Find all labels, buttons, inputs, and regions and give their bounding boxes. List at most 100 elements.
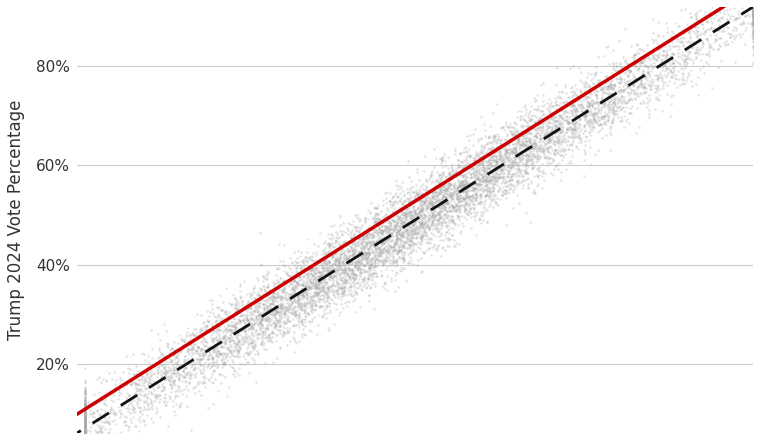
Point bbox=[475, 171, 487, 178]
Point bbox=[315, 260, 328, 267]
Point bbox=[242, 331, 254, 338]
Point bbox=[173, 356, 185, 363]
Point bbox=[494, 174, 506, 181]
Point bbox=[296, 292, 309, 299]
Point bbox=[443, 219, 455, 226]
Point bbox=[323, 244, 335, 251]
Point bbox=[578, 86, 591, 93]
Point bbox=[79, 422, 91, 429]
Point bbox=[652, 92, 664, 99]
Point bbox=[411, 205, 423, 212]
Point bbox=[553, 117, 565, 125]
Point bbox=[194, 348, 206, 355]
Point bbox=[657, 61, 670, 68]
Point bbox=[483, 201, 496, 208]
Point bbox=[327, 279, 339, 286]
Point bbox=[527, 139, 540, 146]
Point bbox=[338, 289, 350, 296]
Point bbox=[244, 301, 256, 308]
Point bbox=[377, 260, 389, 268]
Point bbox=[236, 312, 248, 319]
Point bbox=[366, 254, 378, 261]
Point bbox=[554, 123, 566, 130]
Point bbox=[689, 22, 701, 29]
Point bbox=[253, 300, 265, 307]
Point bbox=[651, 36, 663, 43]
Point bbox=[194, 344, 206, 351]
Point bbox=[145, 371, 157, 378]
Point bbox=[293, 276, 305, 283]
Point bbox=[417, 211, 429, 218]
Point bbox=[384, 241, 396, 248]
Point bbox=[319, 314, 331, 321]
Point bbox=[464, 180, 477, 187]
Point bbox=[584, 85, 596, 92]
Point bbox=[245, 319, 258, 326]
Point bbox=[558, 110, 570, 117]
Point bbox=[447, 195, 459, 202]
Point bbox=[356, 276, 369, 283]
Point bbox=[613, 96, 625, 103]
Point bbox=[186, 370, 198, 378]
Point bbox=[255, 312, 267, 319]
Point bbox=[566, 95, 578, 102]
Point bbox=[497, 155, 509, 162]
Point bbox=[476, 178, 488, 185]
Point bbox=[605, 124, 617, 131]
Point bbox=[329, 267, 341, 274]
Point bbox=[303, 311, 315, 318]
Point bbox=[458, 180, 470, 187]
Point bbox=[461, 193, 473, 200]
Point bbox=[157, 386, 169, 393]
Point bbox=[439, 214, 451, 221]
Point bbox=[527, 163, 539, 170]
Point bbox=[79, 434, 91, 440]
Point bbox=[277, 303, 289, 310]
Point bbox=[84, 434, 97, 440]
Point bbox=[394, 224, 407, 231]
Point bbox=[646, 81, 658, 88]
Point bbox=[203, 359, 215, 366]
Point bbox=[496, 187, 508, 194]
Point bbox=[341, 271, 353, 279]
Point bbox=[193, 387, 205, 394]
Point bbox=[589, 117, 601, 124]
Point bbox=[700, 19, 712, 26]
Point bbox=[388, 227, 401, 234]
Point bbox=[328, 274, 340, 281]
Point bbox=[434, 170, 446, 177]
Point bbox=[397, 219, 410, 226]
Point bbox=[382, 216, 394, 224]
Point bbox=[277, 286, 290, 293]
Point bbox=[382, 224, 394, 231]
Point bbox=[439, 194, 451, 201]
Point bbox=[79, 434, 91, 440]
Point bbox=[613, 95, 625, 102]
Point bbox=[426, 197, 438, 204]
Point bbox=[217, 333, 230, 340]
Point bbox=[471, 176, 483, 183]
Point bbox=[79, 421, 91, 428]
Point bbox=[192, 350, 204, 357]
Point bbox=[369, 263, 382, 270]
Point bbox=[347, 276, 359, 283]
Point bbox=[720, 24, 733, 31]
Point bbox=[518, 117, 530, 124]
Point bbox=[486, 185, 499, 192]
Point bbox=[747, 3, 759, 10]
Point bbox=[486, 109, 499, 116]
Point bbox=[318, 268, 330, 275]
Point bbox=[402, 217, 414, 224]
Point bbox=[79, 415, 91, 422]
Point bbox=[194, 356, 206, 363]
Point bbox=[629, 60, 641, 67]
Point bbox=[258, 307, 271, 314]
Point bbox=[624, 68, 636, 75]
Point bbox=[346, 241, 358, 248]
Point bbox=[396, 242, 408, 249]
Point bbox=[442, 197, 454, 204]
Point bbox=[354, 250, 366, 257]
Point bbox=[234, 294, 246, 301]
Point bbox=[79, 434, 91, 440]
Point bbox=[430, 197, 442, 204]
